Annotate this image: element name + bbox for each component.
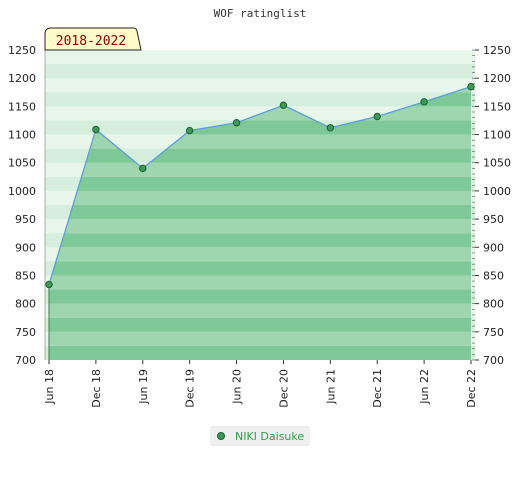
y-tick-label-left: 1200 bbox=[8, 72, 36, 85]
y-axis-right: 700 750 800 850 900 950 1000 1050 1100 1150 1200 12… bbox=[475, 44, 511, 367]
x-tick-label: Dec 20 bbox=[277, 369, 290, 408]
area-band bbox=[49, 205, 471, 220]
area-band bbox=[49, 247, 471, 262]
y-tick-label-right: 750 bbox=[483, 326, 504, 339]
area-band bbox=[49, 331, 471, 346]
y-tick-label-right: 1250 bbox=[483, 44, 511, 57]
period-badge-tab bbox=[44, 27, 142, 51]
area-band bbox=[49, 345, 471, 360]
y-tick-label-right: 1000 bbox=[483, 185, 511, 198]
y-tick-label-left: 1050 bbox=[8, 157, 36, 170]
y-tick-label-right: 1050 bbox=[483, 157, 511, 170]
data-point bbox=[232, 119, 241, 127]
y-tick-label-right: 700 bbox=[483, 354, 504, 367]
y-tick-label-left: 1000 bbox=[8, 185, 36, 198]
data-point bbox=[185, 126, 194, 135]
y-tick-label-right: 1150 bbox=[483, 100, 511, 113]
area-band bbox=[49, 190, 471, 205]
period-badge: 2018-2022 bbox=[44, 27, 142, 51]
area-band bbox=[49, 233, 471, 248]
y-axis-left: 700 750 800 850 900 950 1000 1050 1100 1150 1200 12… bbox=[8, 44, 36, 367]
x-tick-label: Jun 21 bbox=[324, 369, 337, 405]
period-badge-label: 2018-2022 bbox=[56, 34, 126, 49]
legend-box bbox=[210, 426, 310, 446]
legend: NIKI Daisuke bbox=[210, 426, 310, 446]
data-point bbox=[373, 112, 381, 121]
background-band bbox=[45, 78, 475, 93]
plot-area bbox=[44, 49, 475, 361]
data-point bbox=[45, 280, 53, 289]
area-band bbox=[49, 162, 471, 177]
x-tick-label: Jun 18 bbox=[43, 369, 56, 405]
series-line bbox=[48, 86, 472, 285]
x-axis: Jun 18 Dec 18 Jun 19 Dec 19 Jun 20 Dec 20 Jun … bbox=[43, 360, 478, 408]
y-tick-label-right: 900 bbox=[483, 241, 504, 254]
y-tick-label-left: 1150 bbox=[8, 100, 36, 113]
area-band bbox=[49, 219, 471, 234]
x-tick-label: Jun 19 bbox=[137, 369, 150, 405]
x-tick-label: Dec 19 bbox=[184, 369, 197, 408]
y-tick-label-left: 850 bbox=[15, 269, 36, 282]
legend-label: NIKI Daisuke bbox=[235, 430, 304, 443]
data-point bbox=[326, 124, 335, 132]
area-band bbox=[49, 148, 471, 163]
x-tick-label: Jun 22 bbox=[418, 369, 431, 405]
y-tick-label-left: 800 bbox=[15, 298, 36, 311]
x-tick-label: Dec 22 bbox=[465, 369, 478, 408]
y-tick-label-left: 750 bbox=[15, 326, 36, 339]
y-tick-label-left: 700 bbox=[15, 354, 36, 367]
area-band bbox=[49, 261, 471, 276]
y-tick-label-left: 900 bbox=[15, 241, 36, 254]
area-band bbox=[49, 317, 471, 332]
data-point bbox=[279, 101, 288, 109]
area-band bbox=[49, 303, 471, 318]
y-tick-label-left: 950 bbox=[15, 213, 36, 226]
data-point bbox=[420, 98, 428, 106]
y-tick-label-right: 950 bbox=[483, 213, 504, 226]
background-band bbox=[45, 50, 475, 65]
y-tick-label-right: 1200 bbox=[483, 72, 511, 85]
x-tick-label: Dec 18 bbox=[90, 369, 103, 408]
y-tick-label-right: 850 bbox=[483, 269, 504, 282]
background-band bbox=[45, 92, 475, 107]
y-tick-label-right: 800 bbox=[483, 298, 504, 311]
area-band bbox=[49, 275, 471, 290]
area-band bbox=[49, 176, 471, 191]
data-point bbox=[92, 125, 100, 134]
minor-ticks bbox=[472, 49, 475, 361]
x-tick-label: Dec 21 bbox=[371, 369, 384, 408]
chart-title: WOF ratinglist bbox=[214, 7, 307, 20]
area-band bbox=[49, 289, 471, 304]
y-tick-label-right: 1100 bbox=[483, 129, 511, 142]
data-point bbox=[139, 164, 147, 173]
x-tick-label: Jun 20 bbox=[231, 369, 244, 405]
legend-marker-icon bbox=[217, 432, 225, 440]
background-band bbox=[45, 64, 475, 79]
y-tick-label-left: 1100 bbox=[8, 129, 36, 142]
data-point bbox=[467, 82, 475, 91]
series-markers bbox=[45, 82, 475, 289]
y-tick-label-left: 1250 bbox=[8, 44, 36, 57]
